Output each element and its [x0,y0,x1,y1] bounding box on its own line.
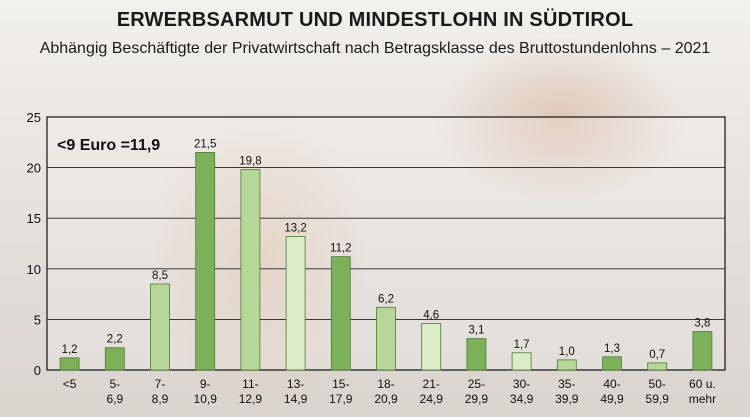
y-tick-label: 5 [34,312,41,327]
x-tick-label: 21- [423,377,440,391]
value-label: 11,2 [330,243,352,255]
bar [647,362,668,371]
x-tick-label: 34,9 [510,392,534,406]
x-tick-label: 9- [200,377,211,391]
x-tick-label: 35- [558,377,575,391]
bar [421,323,442,371]
bar [602,356,622,371]
value-label: 8,5 [152,270,168,282]
value-label: 1,0 [559,346,575,358]
value-label: 2,2 [107,334,123,346]
x-tick-label: 7- [155,377,166,391]
x-tick-label: 20,9 [374,392,398,406]
x-tick-label: <5 [63,377,77,391]
x-axis: <5 5-6,9 7-8,9 9-10,9 11-12,9 13-14,9 15-17,9 1… [63,377,716,406]
x-tick-label: 5- [109,377,120,391]
x-tick-label: 17,9 [329,392,353,406]
value-label: 3,1 [468,325,484,337]
x-tick-label: 14,9 [284,392,308,406]
x-tick-label: 49,9 [600,392,624,406]
x-tick-label: 10,9 [194,392,218,406]
value-label: 4,6 [423,309,439,321]
value-label: 21,5 [194,138,216,150]
y-tick-label: 25 [27,110,41,125]
x-tick-label: 15- [332,377,349,391]
x-tick-label: 59,9 [646,392,670,406]
chart-subtitle: Abhängig Beschäftigte der Privatwirtscha… [39,40,711,57]
y-tick-label: 20 [27,161,41,176]
value-labels: 1,2 2,2 8,5 21,5 19,8 13,2 11,2 6,2 4,6 3,1 1,7 1,0… [62,138,711,360]
bar [285,236,306,371]
bar [692,331,713,371]
bar [195,152,216,371]
x-tick-label: 11- [242,377,258,391]
bar [104,347,125,371]
x-tick-label: 60 u. [689,377,716,391]
x-tick-label: 13- [287,377,304,391]
annotation-below-9-euro: <9 Euro =11,9 [57,137,160,154]
x-tick-label: mehr [689,392,716,406]
x-tick-label: 39,9 [555,392,579,406]
x-tick-label: 29,9 [465,392,489,406]
y-tick-label: 10 [27,262,41,277]
value-label: 19,8 [239,156,261,168]
bars [59,152,713,371]
y-tick-label: 15 [27,211,41,226]
bar [376,306,396,371]
x-tick-label: 18- [377,377,394,391]
x-tick-label: 24,9 [420,392,444,406]
bar [556,359,577,371]
value-label: 1,2 [62,344,78,356]
value-label: 1,3 [604,343,620,355]
bar [59,357,80,371]
value-label: 1,7 [514,339,530,351]
x-tick-label: 12,9 [239,392,263,406]
value-label: 3,8 [694,318,710,330]
bar [240,169,261,371]
bar [150,283,170,371]
x-tick-label: 6,9 [106,392,123,406]
bar [466,338,487,371]
x-tick-label: 40- [603,377,620,391]
x-tick-label: 25- [468,377,485,391]
x-tick-label: 8,9 [152,392,169,406]
value-label: 0,7 [649,349,665,361]
bar [330,256,351,371]
x-tick-label: 50- [649,377,666,391]
x-tick-label: 30- [513,377,530,391]
bar [511,352,532,371]
chart-title: ERWERBSARMUT UND MINDESTLOHN IN SÜDTIROL [116,9,634,31]
y-axis: 0 5 10 15 20 25 [27,110,41,378]
value-label: 13,2 [284,222,306,234]
value-label: 6,2 [378,293,394,305]
y-tick-label: 0 [34,363,41,378]
